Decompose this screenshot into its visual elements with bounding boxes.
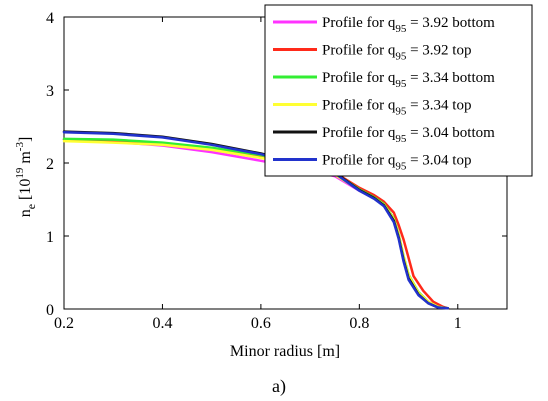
x-tick-label: 0.8 <box>349 315 369 332</box>
y-axis-label-sup1: 19 <box>14 167 26 179</box>
x-tick-label: 1 <box>454 315 462 332</box>
y-tick-label: 1 <box>46 229 54 246</box>
legend-label-3: Profile for q95 = 3.34 bottom <box>322 70 495 90</box>
x-axis-label: Minor radius [m] <box>230 343 340 360</box>
legend-items: Profile for q95 = 3.92 bottom Profile for… <box>273 15 495 173</box>
series-line-6 <box>62 131 450 310</box>
x-tick-label: 0.2 <box>54 315 74 332</box>
y-axis-label-base: n <box>17 209 34 217</box>
x-axis-ticks: 0.2 0.4 0.6 0.8 1 <box>54 17 462 332</box>
legend-label-5: Profile for q95 = 3.04 bottom <box>322 125 495 145</box>
y-axis-label-close: ] <box>17 137 34 142</box>
y-axis-label: ne [1019 m-3] <box>14 137 38 218</box>
figure-caption: a) <box>272 376 286 397</box>
x-tick-label: 0.6 <box>251 315 271 332</box>
y-axis-label-sub: e <box>24 204 38 209</box>
legend-box <box>264 4 533 177</box>
x-tick-label: 0.4 <box>152 315 172 332</box>
y-tick-label: 3 <box>46 83 54 100</box>
y-axis-label-mid: m <box>17 151 34 168</box>
legend-label-4: Profile for q95 = 3.34 top <box>322 98 471 118</box>
y-axis-label-sup2: -3 <box>14 142 26 152</box>
legend-label-1: Profile for q95 = 3.92 bottom <box>322 15 495 35</box>
y-axis-label-open: [10 <box>17 179 34 204</box>
legend: Profile for q95 = 3.92 bottom Profile for… <box>264 4 533 177</box>
legend-label-6: Profile for q95 = 3.04 top <box>322 153 471 173</box>
series-layer <box>62 130 450 310</box>
legend-label-2: Profile for q95 = 3.92 top <box>322 43 471 63</box>
y-tick-label: 0 <box>46 302 54 319</box>
y-tick-label: 4 <box>46 10 54 27</box>
y-tick-label: 2 <box>46 156 54 173</box>
